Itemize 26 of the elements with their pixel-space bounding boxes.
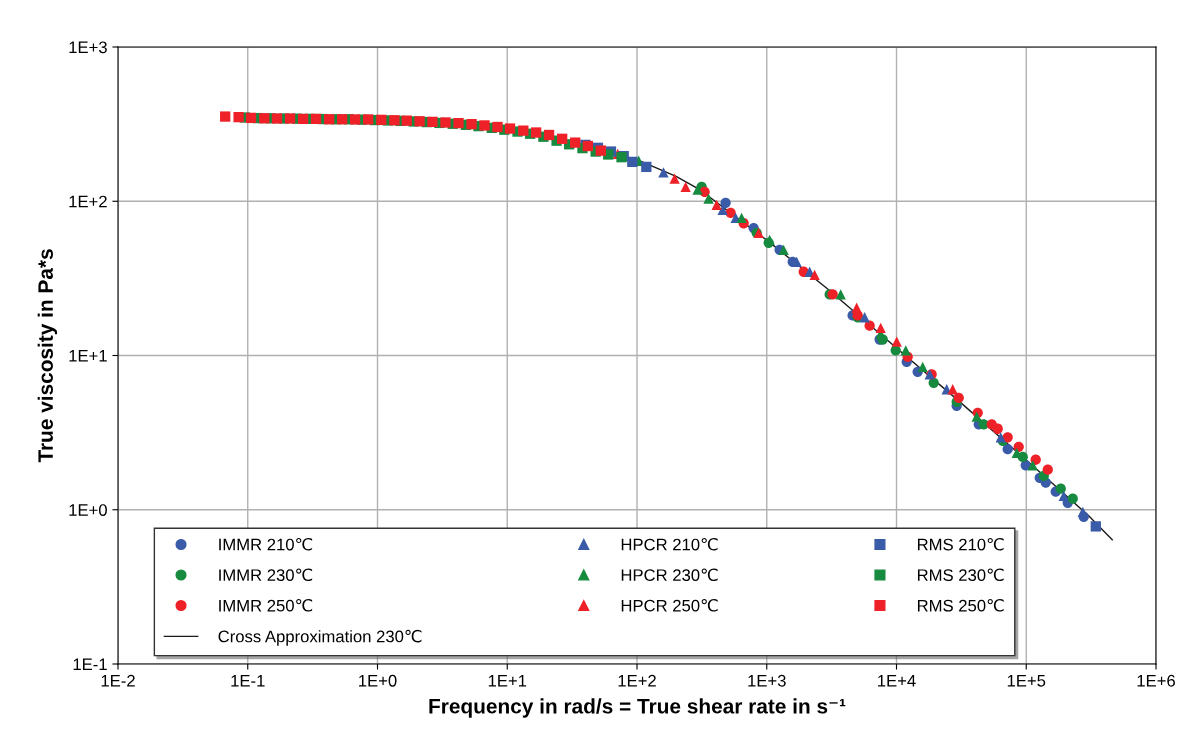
- legend-label: IMMR 250℃: [219, 599, 313, 612]
- legend-label: RMS 230℃: [917, 568, 1004, 582]
- y-tick-label: 1E+3: [69, 41, 107, 54]
- x-tick-label: 1E+1: [488, 675, 527, 687]
- y-tick-label: 1E+2: [69, 195, 107, 208]
- y-tick-label: 1E-1: [73, 658, 107, 671]
- x-tick-label: 1E+4: [878, 675, 916, 687]
- x-tick-label: 1E+5: [1007, 675, 1046, 687]
- x-tick-label: 1E-1: [231, 675, 265, 687]
- legend-label: RMS 250℃: [917, 599, 1004, 612]
- legend-label: Cross Approximation 230℃: [218, 629, 422, 646]
- y-tick-label: 1E+1: [69, 350, 107, 362]
- x-tick-label: 1E+3: [748, 674, 786, 687]
- x-tick-label: 1E+6: [1137, 674, 1175, 687]
- legend-label: IMMR 230℃: [219, 568, 313, 582]
- x-tick-label: 1E+2: [618, 674, 656, 687]
- x-tick-label: 1E-2: [101, 674, 135, 687]
- x-tick-label: 1E+0: [359, 674, 397, 687]
- y-tick-label: 1E+0: [69, 504, 107, 516]
- legend-label: HPCR 210℃: [621, 537, 718, 551]
- x-axis-title: Frequency in rad/s = True shear rate in s⁻¹: [429, 698, 846, 718]
- legend-label: RMS 210℃: [917, 537, 1004, 551]
- legend-label: IMMR 210℃: [219, 537, 313, 551]
- legend-label: HPCR 230℃: [621, 568, 718, 582]
- legend-label: HPCR 250℃: [621, 599, 718, 612]
- y-axis-title: True viscosity in Pa*s: [37, 249, 58, 463]
